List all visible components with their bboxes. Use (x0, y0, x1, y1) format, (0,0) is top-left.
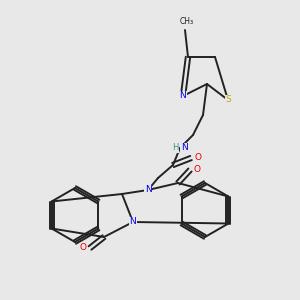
Text: N: N (180, 92, 186, 100)
Text: O: O (194, 154, 202, 163)
Text: H: H (172, 143, 178, 152)
Text: N: N (130, 218, 136, 226)
Text: N: N (145, 185, 152, 194)
Text: O: O (80, 244, 86, 253)
Text: CH₃: CH₃ (180, 17, 194, 26)
Text: S: S (225, 95, 231, 104)
Text: O: O (194, 166, 200, 175)
Text: N: N (181, 143, 188, 152)
